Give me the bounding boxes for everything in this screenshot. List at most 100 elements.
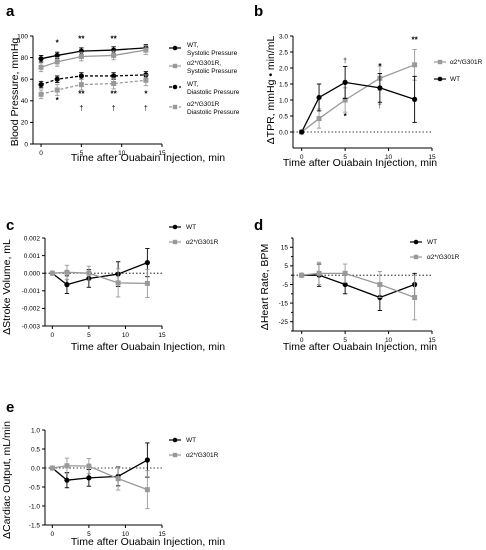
legend-marker: [437, 76, 443, 82]
y-tick-label: 40: [21, 98, 29, 105]
legend-label: WT: [186, 437, 196, 444]
y-tick-label: 60: [21, 77, 29, 84]
data-point: [78, 73, 84, 79]
data-point: [111, 81, 117, 87]
x-tick-label: 15: [428, 154, 436, 161]
y-tick-label: 0.002: [24, 235, 41, 242]
legend-label-line2: Diastolic Pressure: [187, 89, 240, 96]
panel-c-xlabel: Time after Ouabain Injection, min: [71, 341, 225, 353]
y-tick-label: 0.000: [24, 271, 41, 278]
significance-annotation: **: [111, 34, 118, 43]
data-point: [49, 465, 55, 471]
legend-marker: [437, 59, 443, 65]
panel-b-letter: b: [254, 3, 263, 20]
significance-annotation: *: [56, 96, 60, 105]
legend-label: WT: [186, 224, 196, 231]
significance-annotation: **: [78, 34, 85, 43]
panel-e-legend: WT α2*/G301R: [169, 437, 219, 459]
x-tick-label: 10: [122, 332, 130, 339]
x-tick-label: 15: [428, 337, 436, 344]
panel-c-plot: 0 5 10 15 -0.003 -0.002 -0.001 0.000 0.001 0.002: [22, 235, 166, 339]
panel-c-legend: WT α2*/G301R: [169, 224, 219, 246]
x-tick-label: 0: [300, 154, 304, 161]
y-tick-label: 1.5: [279, 81, 288, 88]
data-point: [299, 129, 305, 135]
data-point: [144, 457, 150, 463]
y-tick-label: -0.5: [29, 484, 41, 491]
data-point: [54, 52, 60, 59]
data-point: [38, 56, 44, 62]
panel-c: c 0 5 10 15 -0.003 -0.002 -0.001 0.000 0.001 0.00…: [1, 217, 225, 353]
legend-label-line1: α2*/G301R,: [187, 60, 221, 67]
y-tick-label: -0.002: [22, 306, 41, 313]
significance-annotation: *: [56, 39, 60, 48]
data-point: [412, 295, 418, 301]
data-point: [64, 282, 70, 288]
panel-e-letter: e: [6, 399, 14, 416]
legend-item: α2*/G301R: [169, 452, 219, 459]
y-tick-label: -15: [279, 300, 289, 307]
legend-item: WT, Systolic Pressure: [169, 42, 238, 57]
panel-e-xlabel: Time after Ouabain Injection, min: [71, 536, 225, 548]
y-tick-label: -1.0: [29, 503, 41, 510]
legend-item: α2*/G301R: [169, 239, 219, 246]
y-tick-label: 20: [21, 120, 29, 127]
data-point: [64, 477, 70, 483]
data-point: [86, 475, 92, 481]
y-tick-label: 0.0: [279, 129, 288, 136]
y-tick-label: 80: [21, 55, 29, 62]
y-tick-label: -0.001: [22, 288, 41, 295]
legend-label: α2*/G301R: [186, 452, 219, 459]
legend-marker: [172, 437, 178, 443]
x-tick-label: 5: [343, 154, 347, 161]
legend-marker: [172, 452, 178, 458]
legend-item: WT: [169, 224, 196, 231]
legend-item: WT: [434, 76, 460, 83]
legend-label: α2*/G301R: [427, 254, 460, 261]
data-point: [316, 116, 322, 122]
data-point: [342, 281, 348, 288]
legend-item: α2*/G301R, Systolic Pressure: [169, 60, 238, 75]
significance-annotation: †: [144, 106, 148, 113]
data-point: [54, 87, 60, 93]
panel-e-ylabel: ΔCardiac Output, mL/min: [1, 421, 13, 539]
legend-marker: [172, 104, 178, 110]
legend-marker: [172, 224, 178, 230]
data-point: [412, 62, 418, 68]
data-point: [111, 73, 117, 79]
y-tick-label: 0.001: [24, 253, 41, 260]
data-point: [342, 270, 348, 276]
y-tick-label: 0: [24, 141, 28, 148]
y-tick-label: 0.5: [279, 113, 288, 120]
significance-annotation: †: [112, 106, 116, 113]
legend-marker: [172, 63, 178, 69]
data-point: [38, 64, 44, 70]
data-point: [144, 280, 150, 286]
x-tick-label: 10: [385, 337, 393, 344]
significance-annotation: **: [78, 89, 85, 98]
data-point: [143, 47, 149, 53]
data-point: [86, 270, 92, 276]
legend-label: WT: [450, 76, 460, 83]
panel-a-ylabel: Blood Pressure, mmHg: [9, 38, 21, 147]
data-point: [111, 52, 117, 58]
data-point: [143, 77, 149, 83]
x-tick-label: 15: [158, 332, 166, 339]
data-point: [115, 280, 121, 286]
y-tick-label: -25: [279, 319, 289, 326]
legend-marker: [172, 239, 178, 245]
y-tick-label: 100: [17, 33, 28, 40]
data-point: [115, 476, 121, 482]
y-tick-label: 0.0: [31, 465, 40, 472]
data-point: [78, 54, 84, 60]
legend-item: WT: [169, 437, 196, 444]
panel-c-ylabel: ΔStroke Volume, mL: [1, 239, 13, 335]
x-tick-label: 5: [87, 332, 91, 339]
data-point: [342, 97, 348, 103]
legend-item: α2*/G301R: [434, 59, 483, 66]
legend-label: α2*/G301R: [450, 59, 483, 66]
x-tick-label: 5: [80, 150, 84, 157]
